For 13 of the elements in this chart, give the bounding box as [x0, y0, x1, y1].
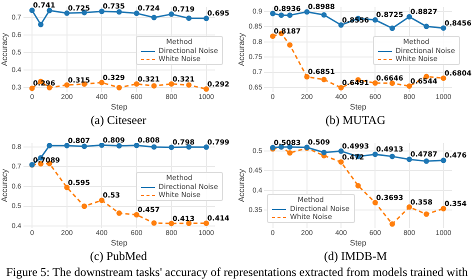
- y-axis-title: Accuracy: [237, 33, 246, 66]
- x-axis-title: Step: [110, 102, 128, 112]
- y-axis-title: Accuracy: [0, 33, 10, 66]
- text: (a) Citeseer: [90, 112, 148, 128]
- x-axis-title: Step: [350, 102, 367, 112]
- y-axis-title: Accuracy: [237, 169, 246, 202]
- text: (b) MUTAG: [324, 112, 387, 128]
- caption: Figure 5: The downstream tasks' accuracy of representations extracted from models trained with: [5, 265, 469, 279]
- text: (c) PubMed: [89, 248, 148, 264]
- x-axis-title: Step: [110, 238, 128, 248]
- y-axis-title: Accuracy: [0, 169, 10, 202]
- text: (d) IMDB-M: [323, 248, 388, 264]
- x-axis-title: Step: [350, 238, 367, 248]
